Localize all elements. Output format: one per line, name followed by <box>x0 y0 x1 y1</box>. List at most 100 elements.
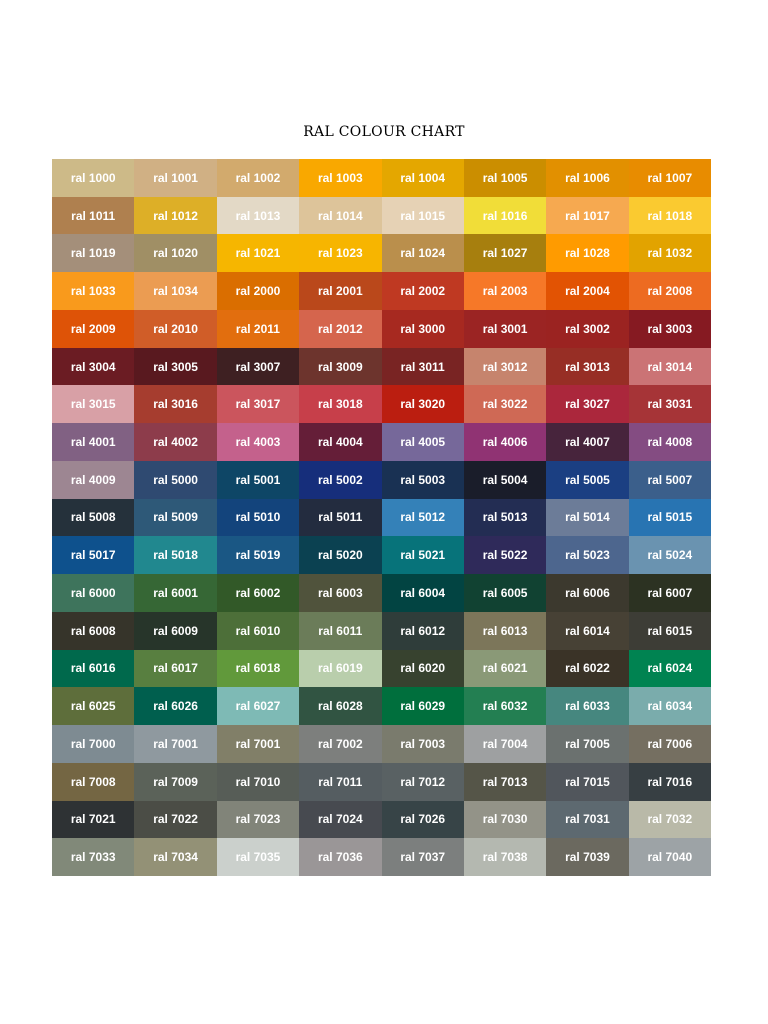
color-swatch: ral 6002 <box>216 574 300 612</box>
color-swatch: ral 5015 <box>628 498 711 537</box>
color-swatch: ral 6014 <box>546 611 629 650</box>
color-swatch: ral 4003 <box>216 423 300 461</box>
color-swatch: ral 2009 <box>52 309 135 348</box>
color-swatch: ral 7031 <box>546 800 629 839</box>
color-swatch: ral 2004 <box>546 272 629 310</box>
color-swatch: ral 1027 <box>463 234 547 273</box>
color-swatch: ral 6022 <box>546 649 629 688</box>
color-swatch: ral 5001 <box>216 460 300 499</box>
color-swatch: ral 2008 <box>628 272 711 310</box>
color-swatch: ral 1017 <box>546 196 629 235</box>
color-swatch: ral 6004 <box>381 574 464 612</box>
color-swatch: ral 7039 <box>546 838 629 876</box>
color-swatch: ral 4007 <box>546 423 629 461</box>
color-swatch: ral 3020 <box>381 385 464 424</box>
color-swatch: ral 5000 <box>134 460 217 499</box>
color-swatch: ral 7033 <box>52 838 135 876</box>
color-swatch: ral 6026 <box>134 687 217 726</box>
color-swatch: ral 5009 <box>134 498 217 537</box>
color-swatch: ral 1033 <box>52 272 135 310</box>
color-swatch: ral 7010 <box>216 762 300 801</box>
color-swatch: ral 6007 <box>628 574 711 612</box>
color-swatch: ral 7001 <box>216 725 300 763</box>
color-swatch: ral 4001 <box>52 423 135 461</box>
color-swatch: ral 7038 <box>463 838 547 876</box>
color-swatch: ral 3007 <box>216 347 300 386</box>
color-swatch: ral 7009 <box>134 762 217 801</box>
color-swatch: ral 5010 <box>216 498 300 537</box>
color-swatch: ral 1005 <box>463 159 547 197</box>
color-swatch: ral 6032 <box>463 687 547 726</box>
color-swatch: ral 3011 <box>381 347 464 386</box>
color-swatch: ral 3014 <box>628 347 711 386</box>
color-swatch: ral 7015 <box>546 762 629 801</box>
color-swatch: ral 1001 <box>134 159 217 197</box>
color-swatch: ral 3004 <box>52 347 135 386</box>
color-swatch: ral 1021 <box>216 234 300 273</box>
swatch-grid: ral 1000 ral 1001 ral 1002 ral 1003 ral 1004… <box>52 159 711 876</box>
color-swatch: ral 7003 <box>381 725 464 763</box>
color-swatch: ral 6021 <box>463 649 547 688</box>
color-swatch: ral 2011 <box>216 309 300 348</box>
color-swatch: ral 7016 <box>628 762 711 801</box>
color-swatch: ral 5011 <box>299 498 382 537</box>
color-swatch: ral 6033 <box>546 687 629 726</box>
color-swatch: ral 7040 <box>628 838 711 876</box>
color-swatch: ral 7011 <box>299 762 382 801</box>
color-swatch: ral 1013 <box>216 196 300 235</box>
color-swatch: ral 6011 <box>299 611 382 650</box>
color-swatch: ral 6003 <box>299 574 382 612</box>
color-swatch: ral 6005 <box>463 574 547 612</box>
color-swatch: ral 7013 <box>463 762 547 801</box>
color-swatch: ral 7024 <box>299 800 382 839</box>
color-swatch: ral 7012 <box>381 762 464 801</box>
color-swatch: ral 6018 <box>216 649 300 688</box>
color-swatch: ral 6006 <box>546 574 629 612</box>
color-swatch: ral 7023 <box>216 800 300 839</box>
color-swatch: ral 5002 <box>299 460 382 499</box>
color-swatch: ral 3005 <box>134 347 217 386</box>
color-swatch: ral 6027 <box>216 687 300 726</box>
color-swatch: ral 6009 <box>134 611 217 650</box>
color-swatch: ral 1015 <box>381 196 464 235</box>
color-swatch: ral 1000 <box>52 159 135 197</box>
color-swatch: ral 5022 <box>463 536 547 575</box>
color-swatch: ral 1002 <box>216 159 300 197</box>
color-swatch: ral 7037 <box>381 838 464 876</box>
color-swatch: ral 5020 <box>299 536 382 575</box>
color-swatch: ral 1020 <box>134 234 217 273</box>
color-swatch: ral 1018 <box>628 196 711 235</box>
color-swatch: ral 7022 <box>134 800 217 839</box>
color-swatch: ral 6013 <box>463 611 547 650</box>
color-swatch: ral 4002 <box>134 423 217 461</box>
color-swatch: ral 6010 <box>216 611 300 650</box>
color-swatch: ral 7008 <box>52 762 135 801</box>
color-swatch: ral 4008 <box>628 423 711 461</box>
color-swatch: ral 5007 <box>628 460 711 499</box>
color-swatch: ral 6015 <box>628 611 711 650</box>
color-swatch: ral 1007 <box>628 159 711 197</box>
color-swatch: ral 3016 <box>134 385 217 424</box>
color-swatch: ral 1003 <box>299 159 382 197</box>
color-swatch: ral 1004 <box>381 159 464 197</box>
color-swatch: ral 6017 <box>134 649 217 688</box>
color-swatch: ral 5005 <box>546 460 629 499</box>
color-swatch: ral 5019 <box>216 536 300 575</box>
color-swatch: ral 6020 <box>381 649 464 688</box>
color-swatch: ral 4005 <box>381 423 464 461</box>
color-swatch: ral 3015 <box>52 385 135 424</box>
color-swatch: ral 3003 <box>628 309 711 348</box>
color-swatch: ral 6016 <box>52 649 135 688</box>
color-swatch: ral 3002 <box>546 309 629 348</box>
color-swatch: ral 7002 <box>299 725 382 763</box>
color-swatch: ral 7000 <box>52 725 135 763</box>
color-swatch: ral 4006 <box>463 423 547 461</box>
color-swatch: ral 5013 <box>463 498 547 537</box>
color-swatch: ral 3013 <box>546 347 629 386</box>
color-swatch: ral 4004 <box>299 423 382 461</box>
color-swatch: ral 6034 <box>628 687 711 726</box>
color-swatch: ral 6028 <box>299 687 382 726</box>
color-swatch: ral 5023 <box>546 536 629 575</box>
color-swatch: ral 6029 <box>381 687 464 726</box>
color-swatch: ral 2003 <box>463 272 547 310</box>
